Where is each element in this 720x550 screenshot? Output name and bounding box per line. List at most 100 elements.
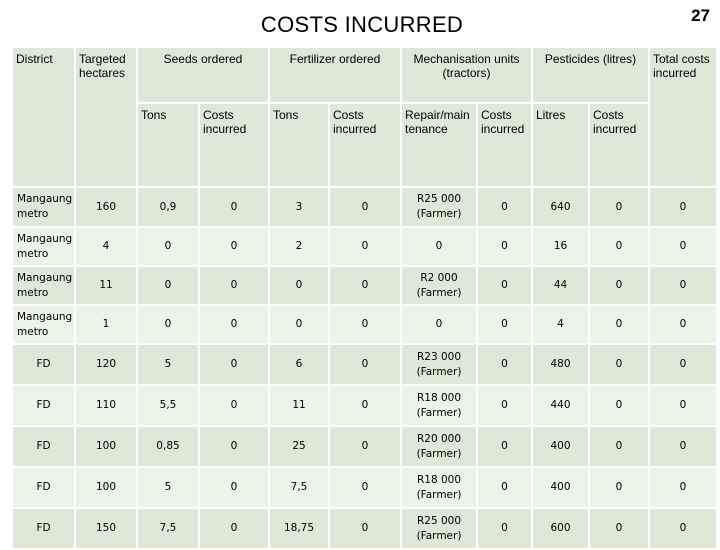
page-number: 27 xyxy=(691,6,710,25)
table-cell: 0 xyxy=(650,509,716,548)
table-cell: 0 xyxy=(650,386,716,425)
table-body: Mangaung metro 160 0,9 0 3 0 R25 000 (Farmer) 0… xyxy=(13,188,716,548)
table-cell: 0 xyxy=(650,468,716,507)
table-row: FD 100 5 0 7,5 0 R18 000 (Farmer) 0 400 0 0 xyxy=(13,468,716,507)
header-targeted-hectares: Targeted hectares xyxy=(76,48,136,186)
table-cell: 100 xyxy=(76,468,136,507)
table-cell: 0,9 xyxy=(138,188,198,226)
table-cell: 6 xyxy=(270,345,328,384)
table-cell: 0 xyxy=(478,306,531,343)
table-cell: 0 xyxy=(138,267,198,304)
subheader-mech-repair: Repair/main tenance xyxy=(402,104,476,186)
costs-table: District Targeted hectares Seeds ordered… xyxy=(11,46,718,550)
table-cell: 0 xyxy=(330,188,400,226)
table-cell: 4 xyxy=(533,306,588,343)
table-cell: 25 xyxy=(270,427,328,466)
table-cell: Mangaung metro xyxy=(13,306,74,343)
table-cell: 0 xyxy=(590,228,648,265)
table-row: FD 150 7,5 0 18,75 0 R25 000 (Farmer) 0 600 0 0 xyxy=(13,509,716,548)
table-cell: Mangaung metro xyxy=(13,228,74,265)
table-cell: 4 xyxy=(76,228,136,265)
table-cell: 0 xyxy=(200,306,268,343)
table-cell: 0 xyxy=(402,228,476,265)
table-cell: FD xyxy=(13,427,74,466)
header-mechanisation-units: Mechanisation units (tractors) xyxy=(402,48,531,102)
table-cell: 0 xyxy=(590,509,648,548)
header-pesticides: Pesticides (litres) xyxy=(533,48,648,102)
table-cell: 0 xyxy=(650,228,716,265)
table-cell: 2 xyxy=(270,228,328,265)
table-cell: 400 xyxy=(533,468,588,507)
subheader-mech-costs: Costs incurred xyxy=(478,104,531,186)
table-cell: 44 xyxy=(533,267,588,304)
header-fertilizer-ordered: Fertilizer ordered xyxy=(270,48,400,102)
table-cell: 0 xyxy=(330,468,400,507)
table-cell: 5 xyxy=(138,345,198,384)
table-cell: 0 xyxy=(590,306,648,343)
table-cell: 400 xyxy=(533,427,588,466)
table-cell: 0 xyxy=(200,267,268,304)
table-cell: 5 xyxy=(138,468,198,507)
table-cell: 480 xyxy=(533,345,588,384)
table-cell: 0 xyxy=(590,345,648,384)
table-cell: 1 xyxy=(76,306,136,343)
table-cell: R18 000 (Farmer) xyxy=(402,468,476,507)
table-cell: 0 xyxy=(270,267,328,304)
subheader-pest-litres: Litres xyxy=(533,104,588,186)
header-total-costs: Total costs incurred xyxy=(650,48,716,186)
table-cell: 640 xyxy=(533,188,588,226)
table-row: FD 110 5,5 0 11 0 R18 000 (Farmer) 0 440 0 0 xyxy=(13,386,716,425)
table-cell: 0 xyxy=(478,509,531,548)
table-cell: R25 000 (Farmer) xyxy=(402,509,476,548)
table-cell: Mangaung metro xyxy=(13,267,74,304)
table-cell: 7,5 xyxy=(270,468,328,507)
table-cell: FD xyxy=(13,386,74,425)
table-cell: 0 xyxy=(200,228,268,265)
table-cell: 440 xyxy=(533,386,588,425)
table-cell: 0 xyxy=(200,509,268,548)
table-cell: 0 xyxy=(478,468,531,507)
subheader-seeds-tons: Tons xyxy=(138,104,198,186)
table-cell: 100 xyxy=(76,427,136,466)
table-cell: 18,75 xyxy=(270,509,328,548)
table-cell: Mangaung metro xyxy=(13,188,74,226)
table-cell: 0 xyxy=(478,267,531,304)
table-cell: R20 000 (Farmer) xyxy=(402,427,476,466)
table-cell: 0 xyxy=(330,427,400,466)
table-cell: 0 xyxy=(200,468,268,507)
table-row: Mangaung metro 160 0,9 0 3 0 R25 000 (Farmer) 0… xyxy=(13,188,716,226)
table-cell: 0 xyxy=(650,427,716,466)
table-cell: 0 xyxy=(478,345,531,384)
table-cell: 0 xyxy=(590,188,648,226)
table-cell: 0 xyxy=(650,188,716,226)
table-cell: FD xyxy=(13,468,74,507)
table-cell: 0,85 xyxy=(138,427,198,466)
table-cell: 0 xyxy=(402,306,476,343)
table-cell: R25 000 (Farmer) xyxy=(402,188,476,226)
table-cell: 0 xyxy=(590,427,648,466)
table-cell: 0 xyxy=(590,267,648,304)
table-cell: 0 xyxy=(478,386,531,425)
table-cell: 0 xyxy=(478,188,531,226)
table-cell: 5,5 xyxy=(138,386,198,425)
table-cell: 0 xyxy=(200,345,268,384)
table-cell: 0 xyxy=(330,228,400,265)
table-cell: 0 xyxy=(138,228,198,265)
table-cell: 0 xyxy=(650,267,716,304)
table-cell: 120 xyxy=(76,345,136,384)
header-district: District xyxy=(13,48,74,186)
table-cell: 150 xyxy=(76,509,136,548)
table-cell: 0 xyxy=(478,228,531,265)
table-cell: 0 xyxy=(478,427,531,466)
table-cell: 0 xyxy=(330,345,400,384)
table-cell: 0 xyxy=(330,509,400,548)
table-cell: R23 000 (Farmer) xyxy=(402,345,476,384)
table-cell: FD xyxy=(13,509,74,548)
table-cell: 0 xyxy=(138,306,198,343)
subheader-seeds-costs: Costs incurred xyxy=(200,104,268,186)
table-cell: FD xyxy=(13,345,74,384)
table-cell: 0 xyxy=(650,306,716,343)
table-cell: 0 xyxy=(330,267,400,304)
page-title: COSTS INCURRED xyxy=(260,12,464,37)
table-cell: 0 xyxy=(200,427,268,466)
